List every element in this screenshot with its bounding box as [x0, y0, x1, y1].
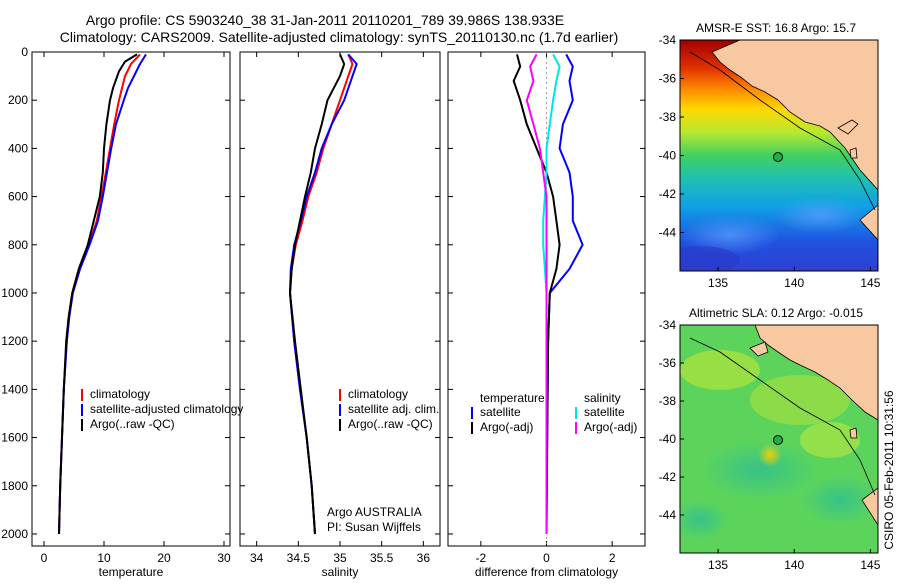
sst_map-xtick-label: 145 — [860, 276, 880, 290]
sst_map-ytick-label: -40 — [659, 149, 677, 163]
temperature-xaxis-label: temperature — [99, 565, 164, 579]
depth-ytick-label: 1000 — [1, 286, 28, 300]
sst_map-ytick-label: -36 — [659, 72, 677, 86]
temperature-legend-label: climatology — [90, 387, 150, 401]
sla-map-image — [680, 325, 878, 553]
sla_map-xtick-label: 135 — [708, 558, 728, 572]
difference-legend-label: Argo(-adj) — [584, 420, 637, 434]
figure-title-line2: Climatology: CARS2009. Satellite-adjuste… — [60, 29, 618, 45]
sla_map-ytick-label: -34 — [659, 318, 677, 332]
sla_map-ytick-label: -44 — [659, 508, 677, 522]
depth-ytick-label: 1800 — [1, 479, 28, 493]
salinity-xtick-label: 34.5 — [287, 551, 311, 565]
temperature-legend-label: Argo(..raw -QC) — [90, 417, 175, 431]
sst_map-xtick-label: 135 — [708, 276, 728, 290]
difference-series-temperature-argo-adj — [512, 54, 561, 535]
sst-map-image — [680, 40, 878, 271]
sst_map-ytick-label: -38 — [659, 110, 677, 124]
salinity-legend-label: satellite adj. clim. — [348, 402, 439, 416]
salinity-annotation: Argo AUSTRALIA — [327, 505, 422, 519]
temperature-panel: 0 10 20 30 temperature 0 200 400 600 800 1000 1200 1… — [1, 45, 243, 579]
salinity-plot-frame — [239, 51, 441, 547]
temperature-legend-label: satellite-adjusted climatology — [90, 402, 243, 416]
sst-argo-location-marker — [773, 152, 783, 162]
depth-ytick-label: 1200 — [1, 334, 28, 348]
sst-map-axes: 135 140 145 -34 -36 -38 -40 -42 -44 — [659, 33, 881, 290]
sst_map-ytick-label: -34 — [659, 33, 677, 47]
difference-legend-group-title: salinity — [584, 391, 621, 405]
depth-ytick-label: 0 — [21, 45, 28, 59]
sla_map-ytick-label: -38 — [659, 394, 677, 408]
salinity-legend-label: climatology — [348, 387, 408, 401]
salinity-series-satellite-adj-clim — [289, 53, 358, 535]
difference-series-salinity-argo-adj — [525, 53, 548, 534]
sst-map-title: AMSR-E SST: 16.8 Argo: 15.7 — [696, 21, 856, 35]
temperature-xtick-label: 30 — [217, 551, 231, 565]
sla-argo-location-marker — [773, 435, 783, 445]
depth-ytick-label: 1600 — [1, 431, 28, 445]
difference-xtick-label: 2 — [609, 551, 616, 565]
sla-map-title: Altimetric SLA: 0.12 Argo: -0.015 — [689, 306, 863, 320]
sla-map-axes: 135 140 145 -34 -36 -38 -40 -42 -44 — [659, 318, 881, 572]
salinity-panel: 34 34.5 35 35.5 36 salinity climatologysatelli… — [239, 51, 441, 579]
temperature-series-argo-raw-qc — [58, 53, 138, 535]
sst_map-xtick-label: 140 — [784, 276, 804, 290]
salinity-xtick-label: 35.5 — [370, 551, 394, 565]
difference-series-temperature-satellite — [545, 53, 584, 535]
difference-legend-group-title: temperature — [480, 391, 545, 405]
salinity-xtick-label: 34 — [250, 551, 264, 565]
difference-xtick-label: -2 — [475, 551, 486, 565]
temperature-xtick-label: 20 — [157, 551, 171, 565]
depth-ytick-label: 200 — [8, 93, 28, 107]
depth-ytick-label: 800 — [8, 238, 28, 252]
sla_map-xtick-label: 145 — [860, 558, 880, 572]
sla-map-panel: Altimetric SLA: 0.12 Argo: -0.015 135 140… — [659, 306, 881, 572]
depth-ytick-label: 600 — [8, 190, 28, 204]
sst_map-ytick-label: -44 — [659, 226, 677, 240]
sla_map-xtick-label: 140 — [784, 558, 804, 572]
salinity-xtick-label: 35 — [333, 551, 347, 565]
salinity-series-argo-raw-qc — [289, 53, 346, 535]
sla_map-ytick-label: -42 — [659, 470, 677, 484]
sst-map-panel: AMSR-E SST: 16.8 Argo: 15.7 135 140 145 -34… — [659, 21, 881, 290]
temperature-plot-frame — [31, 51, 231, 547]
figure-title-line1: Argo profile: CS 5903240_38 31-Jan-2011 … — [86, 12, 564, 28]
difference-legend-label: satellite — [480, 405, 521, 419]
salinity-annotation: PI: Susan Wijffels — [327, 520, 421, 534]
sst_map-ytick-label: -42 — [659, 187, 677, 201]
temperature-xtick-label: 10 — [97, 551, 111, 565]
salinity-xaxis-label: salinity — [322, 565, 359, 579]
depth-ytick-label: 2000 — [1, 527, 28, 541]
salinity-xtick-label: 36 — [417, 551, 431, 565]
sla_map-ytick-label: -40 — [659, 432, 677, 446]
depth-ytick-label: 400 — [8, 141, 28, 155]
difference-legend-label: Argo(-adj) — [480, 420, 533, 434]
credit-stamp: CSIRO 05-Feb-2011 10:31:56 — [882, 390, 896, 550]
difference-xaxis-label: difference from climatology — [475, 565, 618, 579]
difference-legend-label: satellite — [584, 405, 625, 419]
depth-ytick-label: 1400 — [1, 382, 28, 396]
temperature-xtick-label: 0 — [41, 551, 48, 565]
sla_map-ytick-label: -36 — [659, 356, 677, 370]
salinity-legend-label: Argo(..raw -QC) — [348, 417, 433, 431]
difference-xtick-label: 0 — [543, 551, 550, 565]
